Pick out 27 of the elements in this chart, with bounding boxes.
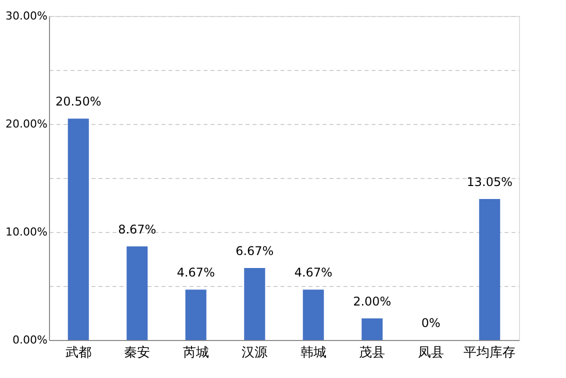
data-label: 13.05% bbox=[466, 175, 513, 190]
x-tick-label: 凤县 bbox=[418, 346, 444, 360]
bar bbox=[185, 290, 206, 340]
y-tick-label: 0.00% bbox=[12, 334, 48, 346]
y-tick-label: 20.00% bbox=[6, 118, 48, 130]
x-tick-label: 武都 bbox=[65, 346, 92, 360]
bar bbox=[244, 268, 266, 340]
data-label: 6.67% bbox=[236, 244, 274, 258]
x-tick-label: 平均库存 bbox=[464, 346, 516, 360]
y-tick-label: 30.00% bbox=[6, 10, 48, 22]
data-label: 0% bbox=[421, 316, 440, 330]
x-tick-label: 汉源 bbox=[242, 346, 268, 360]
data-label: 4.67% bbox=[294, 266, 332, 280]
data-label: 4.67% bbox=[176, 266, 215, 280]
x-tick-label: 芮城 bbox=[182, 346, 209, 360]
bar bbox=[302, 290, 324, 340]
x-tick-label: 秦安 bbox=[124, 344, 150, 360]
x-tick-label: 茂县 bbox=[359, 346, 386, 360]
bar bbox=[126, 246, 148, 340]
data-label: 8.67% bbox=[118, 222, 156, 236]
data-label: 2.00% bbox=[353, 294, 392, 308]
bar bbox=[68, 118, 89, 340]
y-tick-label: 10.00% bbox=[6, 226, 48, 238]
data-label: 20.50% bbox=[55, 94, 102, 109]
bar bbox=[479, 199, 500, 340]
x-tick-label: 韩城 bbox=[300, 346, 326, 360]
bar bbox=[362, 318, 383, 340]
